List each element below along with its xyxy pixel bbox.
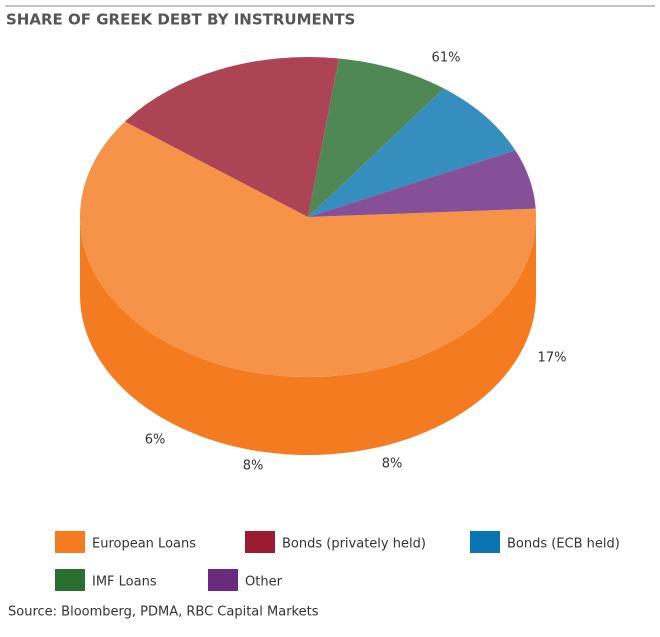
slice xyxy=(308,150,536,217)
value-label: 8% xyxy=(243,459,264,474)
slice xyxy=(80,121,536,377)
value-label: 61% xyxy=(432,51,461,66)
legend-swatch xyxy=(470,531,500,553)
legend-label: Bonds (ECB held) xyxy=(507,537,620,552)
slice xyxy=(124,57,339,218)
value-label: 8% xyxy=(382,457,403,472)
chart-title: SHARE OF GREEK DEBT BY INSTRUMENTS xyxy=(6,11,355,29)
value-label: 6% xyxy=(145,433,166,448)
slice xyxy=(308,88,516,218)
legend-label: European Loans xyxy=(92,537,196,552)
legend-swatch xyxy=(55,531,85,553)
source-note: Source: Bloomberg, PDMA, RBC Capital Mar… xyxy=(8,605,319,620)
pie xyxy=(80,57,536,455)
slice xyxy=(308,58,444,217)
slice-side xyxy=(80,217,536,455)
legend-label: IMF Loans xyxy=(92,575,157,590)
legend-swatch xyxy=(55,569,85,591)
legend-swatch xyxy=(208,569,238,591)
legend-label: Bonds (privately held) xyxy=(282,537,426,552)
legend-label: Other xyxy=(245,575,283,590)
value-label: 17% xyxy=(538,351,567,366)
legend-swatch xyxy=(245,531,275,553)
